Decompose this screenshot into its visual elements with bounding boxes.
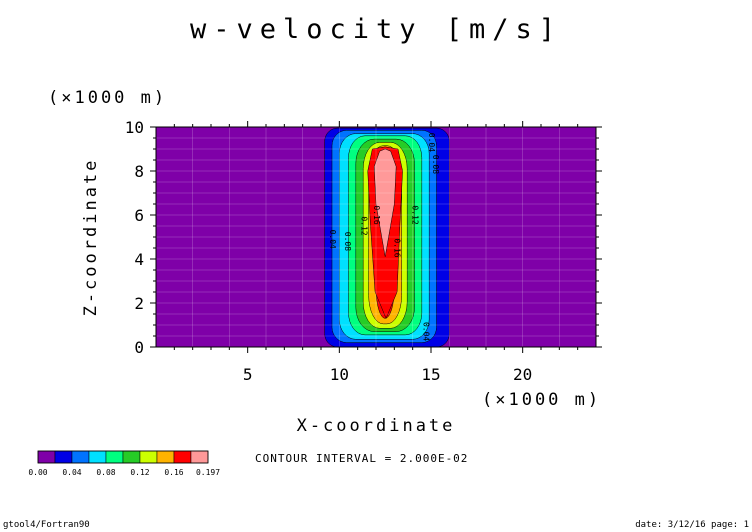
contour-label: 0.04 [427, 133, 436, 152]
contour-label: 0.16 [392, 238, 401, 257]
colorbar-swatch [139, 450, 158, 464]
contour-label: 0.08 [431, 155, 440, 174]
y-tick-label: 6 [134, 206, 144, 225]
contour-interval-label: CONTOUR INTERVAL = 2.000E-02 [255, 452, 468, 465]
y-axis-label: Z-coordinate [81, 158, 101, 317]
contour-label: 0.04 [328, 230, 337, 249]
colorbar-swatch [122, 450, 141, 464]
contour-label: 0.04 [422, 322, 431, 341]
contour-label: 0.08 [343, 232, 352, 251]
colorbar-swatch [37, 450, 56, 464]
colorbar: 0.00 0.04 0.08 0.12 0.16 0.197 [28, 450, 220, 477]
chart-title: w-velocity [m/s] [190, 14, 562, 45]
x-tick-label: 10 [330, 365, 349, 384]
axes: 0 2 4 6 8 10 5 10 15 20 [125, 118, 602, 384]
colorbar-label: 0.04 [62, 468, 81, 477]
y-tick-label: 0 [134, 338, 144, 357]
colorbar-swatch [190, 450, 209, 464]
colorbar-swatch [173, 450, 192, 464]
y-tick-label: 10 [125, 118, 144, 137]
colorbar-swatch [156, 450, 175, 464]
colorbar-swatch [71, 450, 90, 464]
x-axis-label: X-coordinate [297, 416, 456, 436]
y-tick-label: 4 [134, 250, 144, 269]
contour-label: 0.12 [359, 216, 368, 235]
contour-label: 0.12 [411, 205, 420, 224]
grid-lines [156, 127, 596, 347]
contour-fill [156, 127, 596, 348]
y-unit-label: (×1000 m) [48, 88, 167, 108]
colorbar-swatch [105, 450, 124, 464]
x-unit-label: (×1000 m) [482, 390, 601, 410]
contour-label: 0.16 [372, 205, 381, 224]
colorbar-label: 0.197 [196, 468, 220, 477]
x-tick-label: 5 [243, 365, 253, 384]
y-tick-label: 8 [134, 162, 144, 181]
footer-program: gtool4/Fortran90 [3, 520, 90, 530]
contour-band-9-peak [373, 148, 397, 257]
colorbar-label: 0.00 [28, 468, 47, 477]
colorbar-swatch [88, 450, 107, 464]
colorbar-label: 0.12 [130, 468, 149, 477]
x-tick-label: 15 [421, 365, 440, 384]
footer-date: date: 3/12/16 page: 1 [635, 520, 749, 530]
colorbar-label: 0.16 [164, 468, 183, 477]
colorbar-frame [37, 450, 209, 464]
x-tick-label: 20 [513, 365, 532, 384]
colorbar-label: 0.08 [96, 468, 115, 477]
contour-labels: 0.04 0.08 0.12 0.16 0.16 0.12 0.08 0.04 0.04 [328, 133, 440, 342]
colorbar-swatch [54, 450, 73, 464]
y-tick-label: 2 [134, 294, 144, 313]
